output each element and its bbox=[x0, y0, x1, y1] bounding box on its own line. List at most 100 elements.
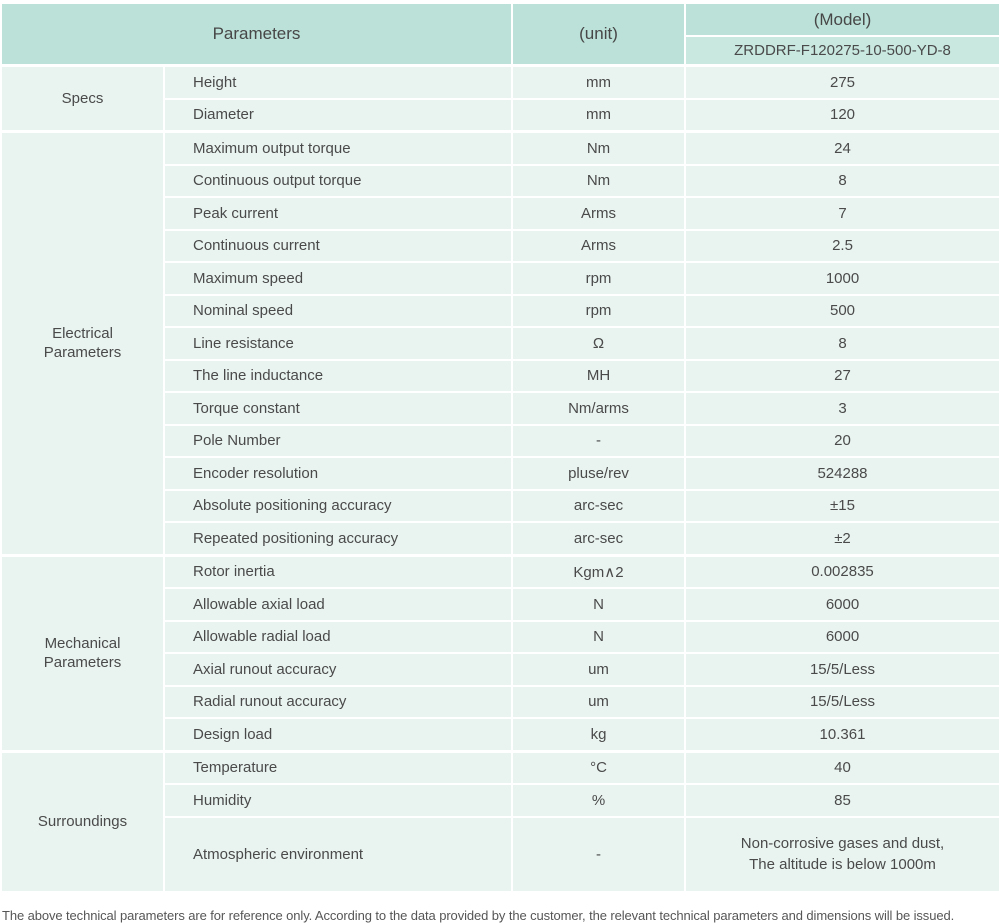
row-value: 8 bbox=[684, 163, 999, 198]
row-unit: % bbox=[511, 783, 686, 818]
row-value: 10.361 bbox=[684, 717, 999, 752]
table-row: Diameter mm 120 bbox=[1, 97, 999, 133]
row-unit: Ω bbox=[511, 326, 686, 361]
header-unit: (unit) bbox=[511, 2, 686, 67]
table-row: The line inductance MH 27 bbox=[1, 358, 999, 393]
row-unit: Kgm∧2 bbox=[511, 553, 686, 589]
table-row: Electrical Parameters Maximum output tor… bbox=[0, 130, 999, 556]
row-value: 24 bbox=[684, 130, 999, 166]
row-value: 120 bbox=[684, 97, 999, 133]
row-unit: Arms bbox=[511, 228, 686, 263]
row-param: Line resistance bbox=[163, 326, 513, 361]
header-parameters: Parameters bbox=[0, 2, 513, 67]
row-param: Encoder resolution bbox=[163, 456, 513, 491]
row-value: Non-corrosive gases and dust, The altitu… bbox=[684, 815, 999, 893]
section-label-surroundings: Surroundings bbox=[0, 749, 165, 893]
table-row: Mechanical Parameters Rotor inertia Kgm∧… bbox=[0, 553, 999, 752]
row-param: Design load bbox=[163, 717, 513, 752]
row-unit: °C bbox=[511, 749, 686, 785]
table-row: Repeated positioning accuracy arc-sec ±2 bbox=[1, 521, 999, 556]
row-value: 7 bbox=[684, 196, 999, 231]
row-param: Maximum output torque bbox=[163, 130, 513, 166]
header-model-number: ZRDDRF-F120275-10-500-YD-8 bbox=[684, 35, 999, 67]
row-param: Allowable axial load bbox=[163, 587, 513, 622]
section-label-specs: Specs bbox=[0, 64, 165, 133]
table-row: Humidity % 85 bbox=[1, 783, 999, 818]
table-row: Absolute positioning accuracy arc-sec ±1… bbox=[1, 488, 999, 523]
specifications-table: Parameters (unit) (Model) ZRDDRF-F120275… bbox=[0, 2, 999, 893]
row-unit: N bbox=[511, 587, 686, 622]
row-param: Allowable radial load bbox=[163, 619, 513, 654]
row-unit: MH bbox=[511, 358, 686, 393]
row-unit: N bbox=[511, 619, 686, 654]
row-value: 27 bbox=[684, 358, 999, 393]
table-row: Line resistance Ω 8 bbox=[1, 326, 999, 361]
row-value: 6000 bbox=[684, 587, 999, 622]
row-param: Temperature bbox=[163, 749, 513, 785]
row-value: 40 bbox=[684, 749, 999, 785]
table-row: Nominal speed rpm 500 bbox=[1, 293, 999, 328]
row-unit: Nm bbox=[511, 163, 686, 198]
row-value: 3 bbox=[684, 391, 999, 426]
row-param: The line inductance bbox=[163, 358, 513, 393]
row-unit: um bbox=[511, 652, 686, 687]
table-row: Radial runout accuracy um 15/5/Less bbox=[1, 684, 999, 719]
row-param: Humidity bbox=[163, 783, 513, 818]
row-param: Torque constant bbox=[163, 391, 513, 426]
row-value: 275 bbox=[684, 64, 999, 100]
table-row: Surroundings Temperature °C 40 bbox=[0, 749, 999, 893]
table-row: Design load kg 10.361 bbox=[1, 717, 999, 752]
footnote: The above technical parameters are for r… bbox=[2, 907, 955, 923]
row-value: ±2 bbox=[684, 521, 999, 556]
row-unit: - bbox=[511, 423, 686, 458]
row-unit: Arms bbox=[511, 196, 686, 231]
table-row: Continuous output torque Nm 8 bbox=[1, 163, 999, 198]
table-row: Specs Height mm 275 bbox=[0, 64, 999, 133]
row-value: 2.5 bbox=[684, 228, 999, 263]
table-row: Torque constant Nm/arms 3 bbox=[1, 391, 999, 426]
row-unit: Nm/arms bbox=[511, 391, 686, 426]
row-unit: kg bbox=[511, 717, 686, 752]
row-param: Atmospheric environment bbox=[163, 815, 513, 893]
row-param: Continuous output torque bbox=[163, 163, 513, 198]
table-header: Parameters (unit) (Model) ZRDDRF-F120275… bbox=[0, 2, 999, 67]
row-param: Radial runout accuracy bbox=[163, 684, 513, 719]
row-unit: Nm bbox=[511, 130, 686, 166]
row-unit: um bbox=[511, 684, 686, 719]
row-value: 1000 bbox=[684, 261, 999, 296]
row-param: Continuous current bbox=[163, 228, 513, 263]
table-row: Encoder resolution pluse/rev 524288 bbox=[1, 456, 999, 491]
row-value: 524288 bbox=[684, 456, 999, 491]
row-param: Nominal speed bbox=[163, 293, 513, 328]
row-value: 15/5/Less bbox=[684, 684, 999, 719]
section-label-electrical: Electrical Parameters bbox=[0, 130, 165, 556]
row-param: Absolute positioning accuracy bbox=[163, 488, 513, 523]
row-value: 8 bbox=[684, 326, 999, 361]
row-value: 500 bbox=[684, 293, 999, 328]
row-param: Diameter bbox=[163, 97, 513, 133]
row-param: Rotor inertia bbox=[163, 553, 513, 589]
table-row: Pole Number - 20 bbox=[1, 423, 999, 458]
table-row: Allowable radial load N 6000 bbox=[1, 619, 999, 654]
row-unit: rpm bbox=[511, 293, 686, 328]
row-param: Repeated positioning accuracy bbox=[163, 521, 513, 556]
row-unit: mm bbox=[511, 97, 686, 133]
row-value: 20 bbox=[684, 423, 999, 458]
row-unit: arc-sec bbox=[511, 521, 686, 556]
table-row: Continuous current Arms 2.5 bbox=[1, 228, 999, 263]
table-row: Peak current Arms 7 bbox=[1, 196, 999, 231]
table-row: Allowable axial load N 6000 bbox=[1, 587, 999, 622]
row-value: ±15 bbox=[684, 488, 999, 523]
row-param: Pole Number bbox=[163, 423, 513, 458]
row-unit: rpm bbox=[511, 261, 686, 296]
header-model: (Model) bbox=[684, 2, 999, 37]
section-label-mechanical: Mechanical Parameters bbox=[0, 553, 165, 752]
row-value: 6000 bbox=[684, 619, 999, 654]
row-unit: pluse/rev bbox=[511, 456, 686, 491]
row-param: Height bbox=[163, 64, 513, 100]
row-unit: mm bbox=[511, 64, 686, 100]
table-row: Maximum speed rpm 1000 bbox=[1, 261, 999, 296]
row-param: Maximum speed bbox=[163, 261, 513, 296]
row-value: 85 bbox=[684, 783, 999, 818]
